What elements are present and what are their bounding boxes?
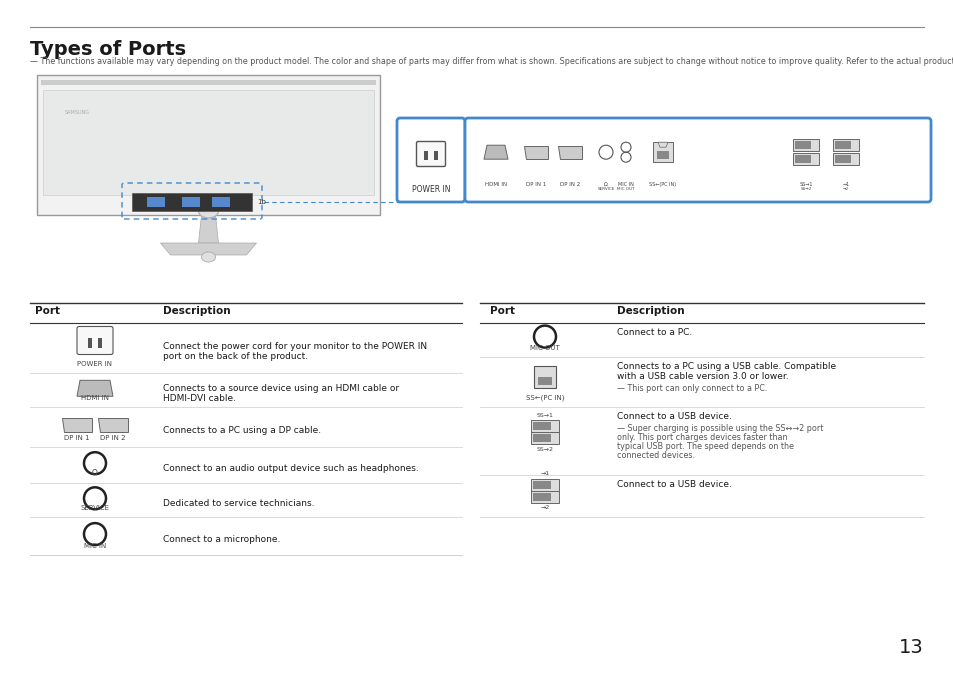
Text: — The functions available may vary depending on the product model. The color and: — The functions available may vary depen… <box>30 57 953 66</box>
Text: Connect to a USB device.: Connect to a USB device. <box>617 480 731 489</box>
Bar <box>88 338 91 348</box>
Text: Types of Ports: Types of Ports <box>30 40 186 59</box>
Bar <box>533 493 551 501</box>
Text: DP IN 1: DP IN 1 <box>64 435 90 441</box>
Bar <box>657 151 668 159</box>
Text: Port: Port <box>35 306 60 316</box>
Bar <box>792 139 818 151</box>
Text: DP IN 2: DP IN 2 <box>100 435 126 441</box>
Text: HDMI IN: HDMI IN <box>81 395 109 401</box>
Text: POWER IN: POWER IN <box>412 184 450 194</box>
Text: SERVICE: SERVICE <box>597 187 614 191</box>
Text: Description: Description <box>163 306 231 316</box>
Text: SS→2: SS→2 <box>536 448 553 452</box>
Text: Connects to a source device using an HDMI cable or: Connects to a source device using an HDM… <box>163 384 398 393</box>
Bar <box>182 197 200 207</box>
Text: SS→2: SS→2 <box>800 187 811 191</box>
Text: with a USB cable version 3.0 or lower.: with a USB cable version 3.0 or lower. <box>617 372 788 381</box>
Bar <box>834 141 850 149</box>
Text: HDMI IN: HDMI IN <box>484 182 507 187</box>
Polygon shape <box>62 418 91 432</box>
Bar <box>98 338 102 348</box>
Ellipse shape <box>201 252 215 262</box>
Polygon shape <box>77 380 112 396</box>
Text: — Super charging is possible using the SS↔→2 port: — Super charging is possible using the S… <box>617 424 822 433</box>
Bar <box>537 377 552 385</box>
Bar <box>531 491 558 503</box>
Bar <box>533 434 551 442</box>
Text: Connect to an audio output device such as headphones.: Connect to an audio output device such a… <box>163 464 418 473</box>
Text: SS→1: SS→1 <box>799 182 812 187</box>
Text: — This port can only connect to a PC.: — This port can only connect to a PC. <box>617 384 766 393</box>
Bar <box>434 151 437 160</box>
Text: DP IN 1: DP IN 1 <box>525 182 545 187</box>
Bar <box>43 90 374 195</box>
FancyBboxPatch shape <box>416 142 445 167</box>
Text: MIC OUT: MIC OUT <box>617 187 634 191</box>
Text: SS←(PC IN): SS←(PC IN) <box>649 182 676 187</box>
Text: Dedicated to service technicians.: Dedicated to service technicians. <box>163 499 314 508</box>
Text: Connects to a PC using a DP cable.: Connects to a PC using a DP cable. <box>163 426 321 435</box>
Bar <box>132 193 252 211</box>
Polygon shape <box>98 418 128 432</box>
Text: Connect to a microphone.: Connect to a microphone. <box>163 535 280 544</box>
Text: SS→1: SS→1 <box>536 413 553 418</box>
Ellipse shape <box>198 204 218 218</box>
Text: Connect the power cord for your monitor to the POWER IN: Connect the power cord for your monitor … <box>163 342 427 351</box>
Text: 1b: 1b <box>256 199 266 205</box>
Text: typical USB port. The speed depends on the: typical USB port. The speed depends on t… <box>617 442 793 451</box>
Text: port on the back of the product.: port on the back of the product. <box>163 352 308 361</box>
Text: SS←(PC IN): SS←(PC IN) <box>525 394 563 401</box>
Bar <box>832 153 858 165</box>
Text: →1: →1 <box>539 470 549 476</box>
Text: MIC OUT: MIC OUT <box>530 345 559 351</box>
Polygon shape <box>160 243 256 255</box>
Bar <box>41 80 375 85</box>
Text: Ω: Ω <box>603 182 607 187</box>
Text: Description: Description <box>617 306 684 316</box>
Bar <box>531 479 558 491</box>
Text: Connect to a USB device.: Connect to a USB device. <box>617 412 731 421</box>
Text: Connect to a PC.: Connect to a PC. <box>617 328 692 337</box>
Text: connected devices.: connected devices. <box>617 451 695 460</box>
Text: →2: →2 <box>842 187 848 191</box>
Bar <box>531 432 558 444</box>
Polygon shape <box>483 145 507 159</box>
FancyBboxPatch shape <box>464 118 930 202</box>
FancyBboxPatch shape <box>396 118 464 202</box>
Polygon shape <box>558 146 581 159</box>
Bar <box>37 75 379 215</box>
Text: Connects to a PC using a USB cable. Compatible: Connects to a PC using a USB cable. Comp… <box>617 362 835 371</box>
Polygon shape <box>523 146 547 159</box>
Text: →1: →1 <box>841 182 849 187</box>
Bar <box>834 155 850 163</box>
Bar <box>652 142 672 162</box>
Text: MIC IN: MIC IN <box>84 543 106 549</box>
Bar <box>531 421 558 432</box>
Text: SERVICE: SERVICE <box>80 505 110 511</box>
Text: 13: 13 <box>899 638 923 657</box>
Bar <box>147 197 165 207</box>
FancyBboxPatch shape <box>77 327 112 354</box>
Bar <box>533 422 551 430</box>
Polygon shape <box>658 142 667 147</box>
Text: POWER IN: POWER IN <box>77 361 112 367</box>
Bar <box>832 139 858 151</box>
Text: DP IN 2: DP IN 2 <box>559 182 579 187</box>
Bar <box>534 366 556 388</box>
Bar <box>794 141 810 149</box>
Text: Port: Port <box>490 306 515 316</box>
Bar <box>794 155 810 163</box>
Text: HDMI-DVI cable.: HDMI-DVI cable. <box>163 394 235 403</box>
Text: Ω: Ω <box>92 468 98 477</box>
Bar <box>212 197 230 207</box>
Text: →2: →2 <box>539 505 549 510</box>
Text: MIC IN: MIC IN <box>618 182 634 187</box>
Text: SAMSUNG: SAMSUNG <box>65 111 90 115</box>
Polygon shape <box>198 215 218 243</box>
Bar <box>423 151 428 160</box>
Text: only. This port charges devices faster than: only. This port charges devices faster t… <box>617 433 786 442</box>
Bar <box>792 153 818 165</box>
Bar <box>533 481 551 489</box>
